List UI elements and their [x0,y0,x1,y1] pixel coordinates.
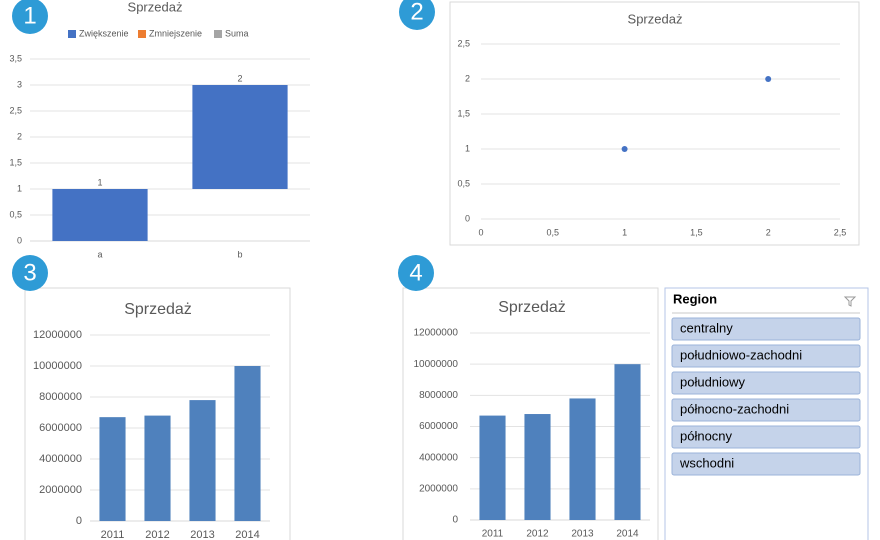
slicer-item[interactable] [671,317,861,341]
y-tick-label: 2 [465,73,470,83]
bar [614,364,641,520]
y-tick-label: 2000000 [39,484,82,496]
y-tick-label: 3 [17,79,22,89]
legend-swatch [214,30,222,38]
slicer-item-label[interactable]: wschodni [679,455,734,470]
slicer-item[interactable] [671,344,861,368]
badge-label: 1 [23,2,36,29]
x-tick-label: 2014 [235,529,259,540]
point [621,146,628,152]
x-tick-label: 2011 [482,529,504,540]
y-tick-label: 2000000 [419,483,458,494]
y-tick-label: 6000000 [39,422,82,434]
badge [399,0,435,30]
y-tick-label: 1 [17,183,22,193]
bar [234,366,261,521]
chart-frame [449,1,860,246]
chart-title: Sprzedaż [628,11,683,26]
y-tick-label: 4000000 [39,453,82,465]
data-label: 2 [237,73,242,83]
slicer-item[interactable] [671,371,861,395]
x-tick-label: 2014 [616,529,639,540]
badge [12,255,48,291]
y-tick-label: 1 [465,143,470,153]
x-tick-label: a [97,249,102,259]
legend-label: Zwiększenie [79,28,129,38]
slicer-item-label[interactable]: południowo-zachodni [680,347,802,362]
y-tick-label: 0 [465,213,470,223]
badge [12,0,48,34]
y-tick-label: 2,5 [9,105,22,115]
slicer-item[interactable] [671,425,861,449]
y-tick-label: 0,5 [457,178,470,188]
slicer-item[interactable] [671,452,861,476]
x-tick-label: 2012 [145,529,169,540]
x-tick-label: b [237,249,242,259]
point [765,76,772,82]
data-label: 1 [97,177,102,187]
y-tick-label: 3,5 [9,53,22,63]
bar [569,398,596,520]
y-tick-label: 6000000 [419,421,458,432]
legend-swatch [138,30,146,38]
y-tick-label: 0 [452,515,458,526]
y-tick-label: 12000000 [33,329,82,341]
badge-label: 2 [410,0,423,25]
x-tick-label: 0 [478,227,483,237]
x-tick-label: 2012 [526,529,549,540]
x-tick-label: 2013 [190,529,214,540]
y-tick-label: 0 [76,515,82,527]
slicer-item-label[interactable]: centralny [680,320,733,335]
y-tick-label: 10000000 [33,360,82,372]
chart-title: Sprzedaż [124,301,192,318]
badge-label: 4 [409,259,422,286]
bar [479,415,506,520]
bar [52,189,148,241]
y-tick-label: 1,5 [9,157,22,167]
slicer-item-label[interactable]: północny [680,428,733,443]
x-tick-label: 2011 [101,529,125,540]
y-tick-label: 2 [17,131,22,141]
x-tick-label: 2 [766,227,771,237]
x-tick-label: 2,5 [834,227,847,237]
legend-swatch [68,30,76,38]
x-tick-label: 2013 [571,529,594,540]
y-tick-label: 4000000 [419,452,458,463]
x-tick-label: 1 [622,227,627,237]
y-tick-label: 8000000 [39,391,82,403]
badge [398,255,434,291]
y-tick-label: 0,5 [9,209,22,219]
chart-title: Sprzedaż [128,0,183,14]
y-tick-label: 12000000 [414,328,459,339]
x-tick-label: 0,5 [547,227,560,237]
x-tick-label: 1,5 [690,227,703,237]
slicer-title: Region [673,291,717,306]
bar [144,415,171,521]
chart-title: Sprzedaż [498,299,566,316]
bar [189,400,216,521]
slicer-item[interactable] [671,398,861,422]
y-tick-label: 8000000 [419,390,458,401]
bar [99,417,126,521]
bar [524,414,551,520]
slicer-item-label[interactable]: południowy [680,374,746,389]
y-tick-label: 0 [17,235,22,245]
legend-label: Zmniejszenie [149,28,202,38]
slicer-item-label[interactable]: północno-zachodni [680,401,789,416]
y-tick-label: 10000000 [414,359,459,370]
y-tick-label: 1,5 [457,108,470,118]
legend-label: Suma [225,28,249,38]
badge-label: 3 [23,259,36,286]
bar [192,85,288,189]
filter-icon[interactable] [843,296,857,307]
y-tick-label: 2,5 [457,38,470,48]
